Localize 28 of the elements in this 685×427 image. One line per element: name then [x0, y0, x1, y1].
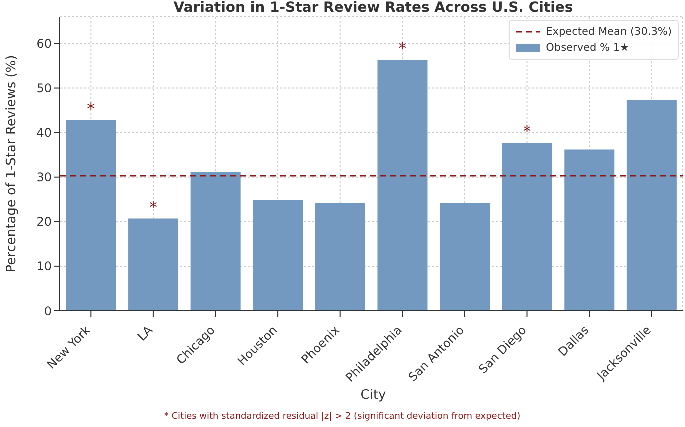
y-tick-label: 0	[44, 304, 52, 318]
legend-label: Expected Mean (30.3%)	[546, 25, 672, 40]
legend-label: Observed % 1★	[546, 41, 630, 56]
x-tick-label: LA	[134, 322, 156, 344]
annotation: *	[523, 122, 532, 142]
bar	[253, 200, 304, 311]
annotation: *	[87, 99, 96, 118]
text: * Cities with standardized residual |z| > 2 (significant deviation from expected)	[163, 412, 522, 422]
y-tick-label: 50	[36, 82, 52, 96]
bar	[315, 203, 366, 311]
bar	[626, 100, 677, 311]
y-tick-label: 40	[36, 126, 52, 140]
bar	[440, 203, 490, 311]
bar	[564, 150, 615, 311]
y-axis-title: Percentage of 1-Star Reviews (%)	[4, 55, 20, 273]
bar	[502, 143, 552, 311]
annotation: *	[398, 39, 407, 58]
bar	[190, 172, 241, 311]
y-tick-label: 20	[36, 215, 52, 230]
y-tick-label: 30	[36, 170, 52, 185]
x-axis-title: City	[360, 388, 388, 403]
bar	[378, 60, 428, 311]
chart-title: Variation in 1-Star Review Rates Across U.S. Cities	[172, 0, 574, 16]
y-tick-label: 60	[36, 36, 52, 51]
bar	[128, 218, 179, 311]
y-tick-label: 10	[36, 260, 52, 274]
annotation: *	[149, 198, 158, 217]
bar	[66, 120, 116, 311]
